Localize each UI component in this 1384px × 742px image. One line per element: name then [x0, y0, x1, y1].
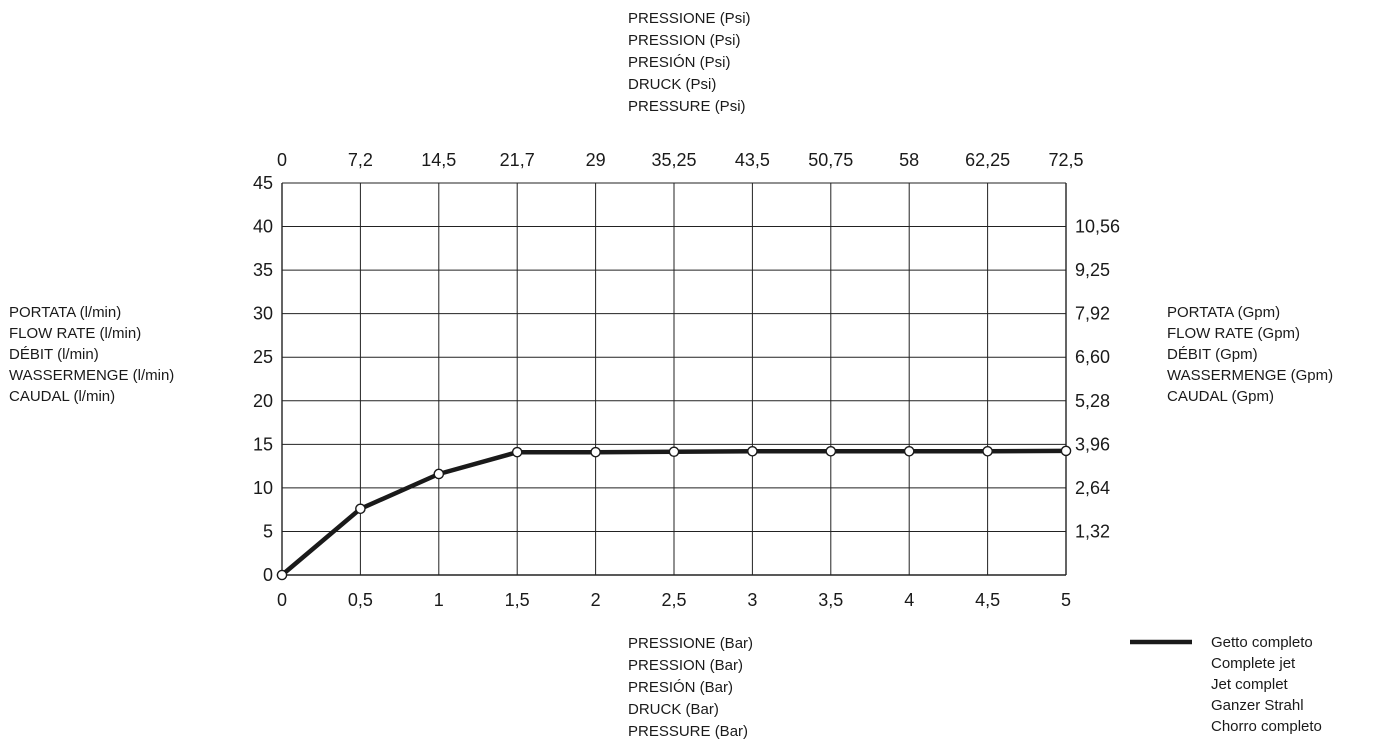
data-point: [982, 446, 993, 457]
y-right-axis-title-line: DÉBIT (Gpm): [1167, 346, 1258, 363]
y-left-tick-label: 0: [263, 565, 273, 585]
x-top-tick-label: 21,7: [500, 150, 535, 170]
y-left-tick-label: 40: [253, 217, 273, 237]
x-top-tick-label: 62,25: [965, 150, 1010, 170]
axis-titles: PRESSIONE (Psi) PRESSION (Psi) PRESIÓN (Ps…: [9, 10, 1333, 740]
legend-label-line: Complete jet: [1211, 655, 1296, 672]
y-right-tick-label: 7,92: [1075, 304, 1110, 324]
x-bottom-tick-label: 0,5: [348, 590, 373, 610]
x-bottom-tick-label: 5: [1061, 590, 1071, 610]
x-top-axis-title-line: PRESIÓN (Psi): [628, 54, 731, 71]
x-bottom-axis-title-line: PRESSION (Bar): [628, 657, 743, 674]
data-point: [511, 446, 523, 458]
x-top-tick-label: 14,5: [421, 150, 456, 170]
x-bottom-axis-title-line: PRESSURE (Bar): [628, 723, 748, 740]
x-bottom-axis-title-line: PRESSIONE (Bar): [628, 635, 753, 652]
y-right-tick-label: 10,56: [1075, 217, 1120, 237]
y-right-axis-title-line: FLOW RATE (Gpm): [1167, 325, 1300, 342]
y-left-tick-label: 25: [253, 347, 273, 367]
x-bottom-tick-label: 4,5: [975, 590, 1000, 610]
x-bottom-tick-label: 1,5: [505, 590, 530, 610]
y-left-axis-title-line: PORTATA (l/min): [9, 304, 121, 321]
data-point: [903, 446, 915, 457]
x-top-tick-label: 7,2: [348, 150, 373, 170]
x-top-axis-title-line: PRESSURE (Psi): [628, 98, 746, 115]
data-point: [825, 446, 837, 457]
legend-label-line: Jet complet: [1211, 676, 1289, 693]
x-top-axis-title-line: PRESSION (Psi): [628, 32, 741, 49]
y-right-tick-label: 1,32: [1075, 521, 1110, 541]
x-top-axis-title-line: DRUCK (Psi): [628, 76, 716, 93]
y-right-tick-label: 5,28: [1075, 391, 1110, 411]
y-right-tick-label: 2,64: [1075, 478, 1110, 498]
y-left-tick-label: 5: [263, 521, 273, 541]
legend-label-line: Ganzer Strahl: [1211, 697, 1304, 714]
x-top-tick-label: 50,75: [808, 150, 853, 170]
x-top-tick-label: 72,5: [1048, 150, 1083, 170]
data-point: [433, 468, 445, 480]
y-left-tick-label: 20: [253, 391, 273, 411]
y-right-axis-title-line: CAUDAL (Gpm): [1167, 388, 1274, 405]
x-bottom-tick-label: 2,5: [661, 590, 686, 610]
data-point: [590, 446, 601, 458]
y-left-tick-label: 45: [253, 173, 273, 193]
y-left-tick-label: 35: [253, 260, 273, 280]
y-left-axis-title-line: WASSERMENGE (l/min): [9, 367, 174, 384]
x-top-tick-label: 0: [277, 150, 287, 170]
y-left-axis-title-line: DÉBIT (l/min): [9, 346, 99, 363]
y-right-axis-title-line: WASSERMENGE (Gpm): [1167, 367, 1333, 384]
x-top-tick-label: 58: [899, 150, 919, 170]
y-left-axis-title-line: CAUDAL (l/min): [9, 388, 115, 405]
y-left-tick-label: 10: [253, 478, 273, 498]
x-top-axis-title-line: PRESSIONE (Psi): [628, 10, 751, 27]
y-right-tick-label: 9,25: [1075, 260, 1110, 280]
legend-label-line: Getto completo: [1211, 634, 1313, 651]
x-top-tick-label: 35,25: [651, 150, 696, 170]
x-bottom-tick-label: 3: [747, 590, 757, 610]
data-point: [276, 569, 288, 581]
y-left-tick-label: 30: [253, 304, 273, 324]
y-left-axis-title-line: FLOW RATE (l/min): [9, 325, 141, 342]
x-bottom-tick-label: 3,5: [818, 590, 843, 610]
grid: [281, 182, 1067, 576]
x-bottom-tick-label: 4: [904, 590, 914, 610]
series: [276, 445, 1072, 581]
legend: Getto completo Complete jet Jet complet Gan…: [1130, 634, 1322, 735]
x-bottom-tick-label: 1: [434, 590, 444, 610]
y-right-tick-label: 3,96: [1075, 434, 1110, 454]
x-bottom-axis-title-line: DRUCK (Bar): [628, 701, 719, 718]
x-bottom-axis-title-line: PRESIÓN (Bar): [628, 679, 733, 696]
data-point: [355, 503, 366, 515]
tick-labels: 0 0,5 1 1,5 2 2,5 3 3,5 4 4,5 5 0 7,2 14,5 21,7 29 35,25…: [253, 150, 1120, 610]
x-top-tick-label: 43,5: [735, 150, 770, 170]
x-bottom-tick-label: 0: [277, 590, 287, 610]
data-point: [668, 446, 680, 458]
y-right-axis-title-line: PORTATA (Gpm): [1167, 304, 1280, 321]
data-point: [747, 446, 758, 457]
y-right-tick-label: 6,60: [1075, 347, 1110, 367]
x-bottom-tick-label: 2: [591, 590, 601, 610]
legend-label-line: Chorro completo: [1211, 718, 1322, 735]
data-point: [1060, 445, 1072, 457]
y-left-tick-label: 15: [253, 434, 273, 454]
x-top-tick-label: 29: [586, 150, 606, 170]
